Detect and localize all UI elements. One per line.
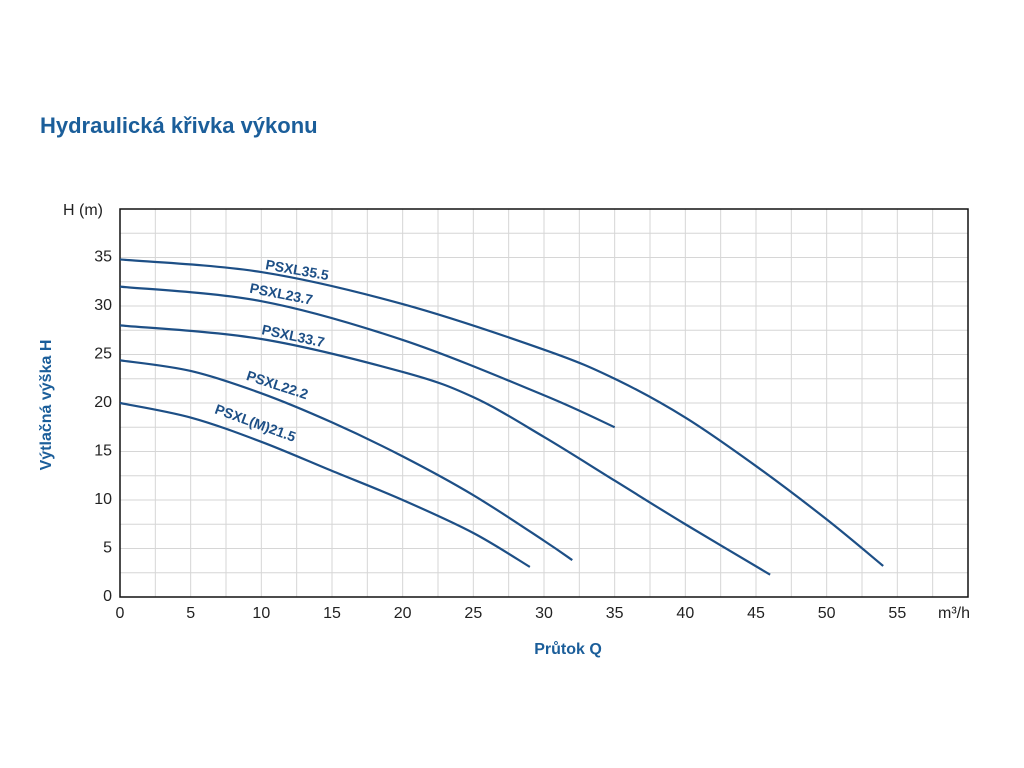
series-line (119, 359, 573, 562)
y-tick-label: 15 (94, 443, 112, 460)
x-tick-label: 55 (888, 605, 906, 622)
x-unit: m³/h (938, 605, 970, 622)
x-tick-label: 0 (116, 605, 125, 622)
x-tick-label: 40 (676, 605, 694, 622)
series-line (119, 324, 771, 576)
y-tick-label: 30 (94, 297, 112, 314)
x-tick-label: 15 (323, 605, 341, 622)
x-tick-label: 30 (535, 605, 553, 622)
y-tick-label: 10 (94, 491, 112, 508)
y-tick-label: 25 (94, 346, 112, 363)
series-label: PSXL22.2 (245, 367, 311, 402)
series-line (119, 285, 616, 429)
y-unit: H (m) (63, 202, 103, 219)
x-tick-label: 5 (186, 605, 195, 622)
x-tick-label: 45 (747, 605, 765, 622)
series-line (119, 401, 531, 568)
y-axis-title: Výtlačná výška H (38, 340, 55, 471)
x-tick-label: 20 (394, 605, 412, 622)
x-tick-label: 25 (464, 605, 482, 622)
y-tick-label: 35 (94, 249, 112, 266)
x-axis-title: Průtok Q (534, 641, 602, 658)
y-tick-label: 5 (103, 540, 112, 557)
x-tick-label: 50 (818, 605, 836, 622)
series-label: PSXL23.7 (248, 280, 314, 308)
x-tick-label: 10 (252, 605, 270, 622)
chart-title: Hydraulická křivka výkonu (40, 113, 318, 138)
x-tick-label: 35 (606, 605, 624, 622)
y-tick-label: 20 (94, 394, 112, 411)
y-tick-label: 0 (103, 588, 112, 605)
series-line (119, 258, 884, 567)
